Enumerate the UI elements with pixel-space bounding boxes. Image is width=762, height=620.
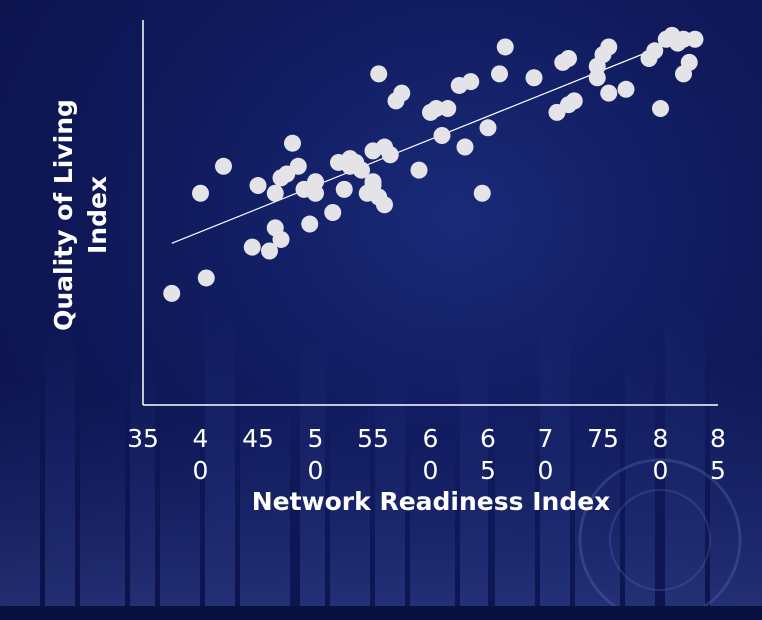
- data-point: [652, 100, 669, 118]
- data-point: [284, 134, 301, 152]
- data-point: [249, 177, 267, 195]
- data-point: [496, 38, 514, 56]
- data-point: [473, 184, 491, 202]
- data-point: [600, 38, 618, 56]
- data-point: [381, 146, 399, 164]
- x-tick-label: 45: [242, 424, 274, 453]
- data-point: [163, 284, 181, 302]
- data-point: [686, 30, 704, 48]
- x-tick-label: 0: [308, 456, 324, 485]
- data-point: [289, 157, 307, 175]
- data-point: [680, 53, 698, 71]
- data-point: [410, 161, 428, 179]
- data-point: [439, 100, 457, 118]
- x-tick-label: 8: [710, 424, 726, 453]
- data-point: [600, 84, 618, 102]
- trend-line: [171, 34, 690, 244]
- data-point: [376, 196, 393, 214]
- data-point: [370, 65, 388, 83]
- x-tick-label: 8: [653, 424, 669, 453]
- data-point: [456, 138, 474, 156]
- x-tick-label: 0: [538, 456, 554, 485]
- data-point: [491, 65, 508, 83]
- y-axis-title: Quality of Living Index: [49, 99, 112, 331]
- data-point: [266, 184, 284, 202]
- x-tick-label: 35: [127, 424, 159, 453]
- data-point: [617, 80, 635, 98]
- data-point: [335, 180, 353, 198]
- data-point: [261, 242, 278, 260]
- data-point: [301, 215, 319, 233]
- data-point: [433, 127, 451, 144]
- data-point: [479, 119, 497, 137]
- x-tick-label: 6: [480, 424, 496, 453]
- x-tick-label: 55: [357, 424, 389, 453]
- data-point: [197, 269, 215, 287]
- x-tick-label: 5: [480, 456, 496, 485]
- data-point: [525, 69, 543, 87]
- data-point: [353, 161, 370, 179]
- y-axis-title-line-1: Quality of Living: [49, 99, 78, 331]
- data-point: [560, 50, 577, 67]
- x-tick-label: 5: [308, 424, 324, 453]
- data-point: [462, 73, 480, 91]
- data-point: [393, 84, 411, 102]
- x-tick-label: 0: [193, 456, 209, 485]
- data-point: [215, 157, 232, 175]
- x-axis-title: Network Readiness Index: [252, 487, 611, 516]
- x-tick-label: 6: [423, 424, 439, 453]
- x-tick-label: 4: [193, 424, 209, 453]
- data-point: [192, 184, 209, 202]
- data-point: [243, 238, 261, 256]
- data-point: [307, 173, 324, 191]
- x-tick-label: 7: [538, 424, 554, 453]
- data-point: [272, 230, 290, 248]
- y-axis-title-line-2: Index: [83, 176, 112, 254]
- x-tick-label: 0: [653, 456, 669, 485]
- data-point: [565, 92, 583, 110]
- data-point: [646, 42, 664, 60]
- x-tick-label: 75: [587, 424, 619, 453]
- x-tick-label: 0: [423, 456, 439, 485]
- data-point: [324, 204, 342, 221]
- data-point: [364, 173, 382, 191]
- data-points: [163, 26, 704, 302]
- x-tick-label: 5: [710, 456, 726, 485]
